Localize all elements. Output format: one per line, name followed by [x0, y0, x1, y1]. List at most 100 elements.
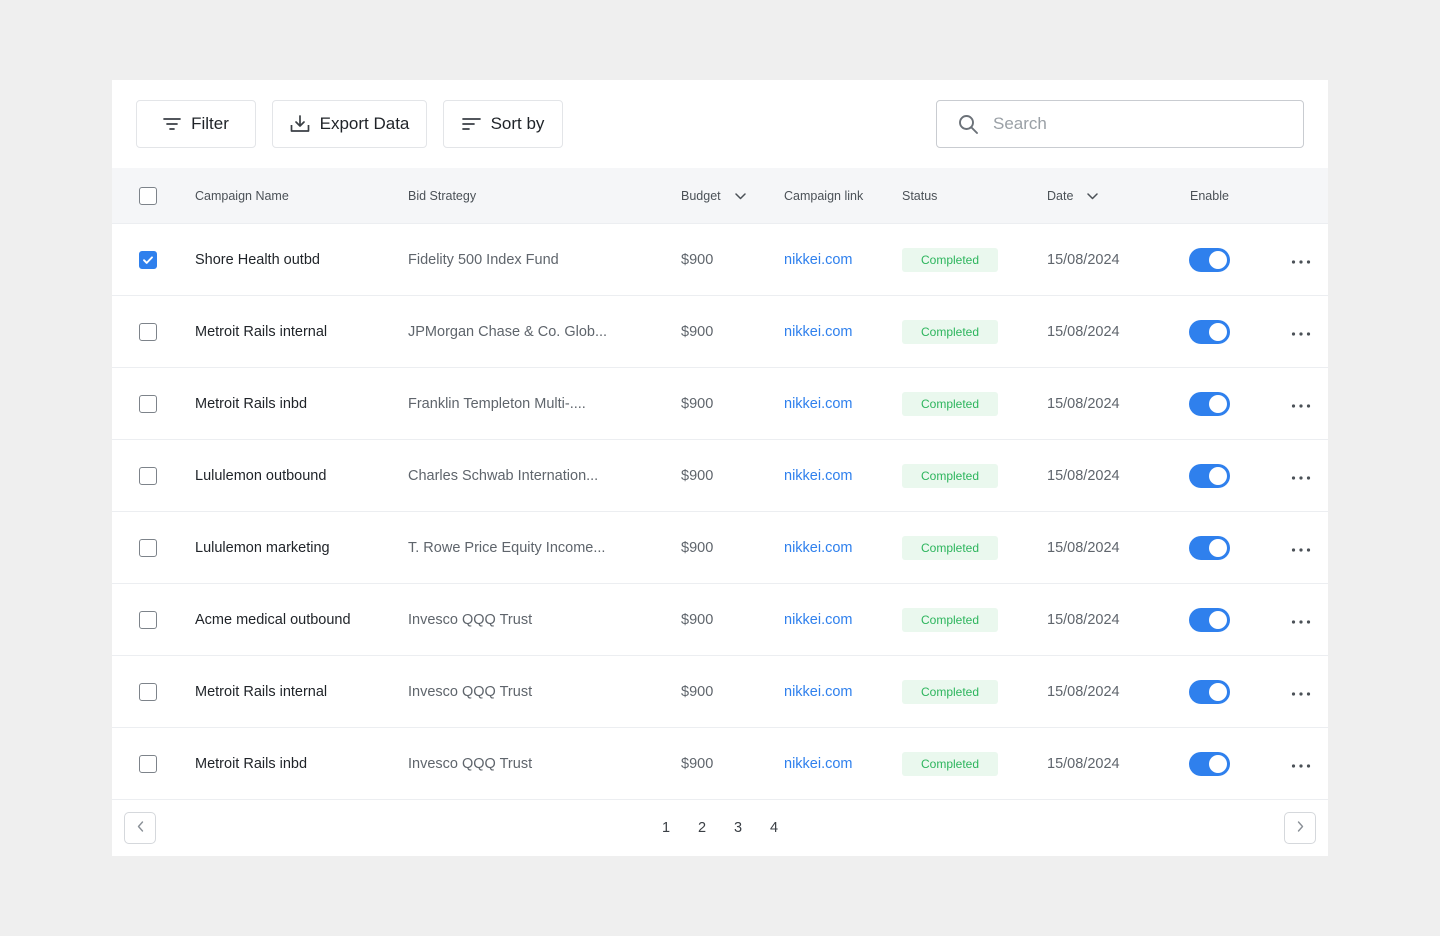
bid-strategy: Invesco QQQ Trust: [408, 756, 533, 772]
row-checkbox[interactable]: [139, 611, 157, 629]
row-checkbox[interactable]: [139, 323, 157, 341]
chevron-down-icon: [734, 189, 746, 203]
header-enable-label: Enable: [1190, 189, 1229, 203]
status-badge: Completed: [902, 752, 998, 776]
date-value: 15/08/2024: [1047, 252, 1120, 268]
campaign-link[interactable]: nikkei.com: [784, 684, 853, 700]
table-row: Shore Health outbd Fidelity 500 Index Fun…: [112, 224, 1328, 296]
page-number-2[interactable]: 2: [697, 820, 707, 836]
header-status-label: Status: [902, 189, 938, 203]
more-horizontal-icon: [1291, 251, 1311, 269]
campaign-table-card: Filter Export Data Sort by Campaign Name: [112, 80, 1328, 856]
campaign-name: Metroit Rails internal: [195, 324, 328, 340]
enable-toggle[interactable]: [1189, 464, 1230, 488]
enable-toggle[interactable]: [1189, 392, 1230, 416]
date-value: 15/08/2024: [1047, 324, 1120, 340]
table-row: Metroit Rails inbd Invesco QQQ Trust $900 n…: [112, 728, 1328, 800]
campaign-link[interactable]: nikkei.com: [784, 396, 853, 412]
header-date-sort[interactable]: Date: [1047, 168, 1099, 224]
status-badge: Completed: [902, 464, 998, 488]
enable-toggle[interactable]: [1189, 608, 1230, 632]
enable-toggle[interactable]: [1189, 680, 1230, 704]
date-value: 15/08/2024: [1047, 396, 1120, 412]
status-cell: Completed: [902, 512, 998, 584]
row-checkbox[interactable]: [139, 395, 157, 413]
bid-strategy: JPMorgan Chase & Co. Glob...: [408, 324, 608, 340]
more-horizontal-icon: [1291, 611, 1311, 629]
header-budget-sort[interactable]: Budget: [681, 168, 746, 224]
prev-page-button[interactable]: [124, 812, 156, 844]
row-actions-button[interactable]: [1288, 320, 1314, 344]
enable-toggle[interactable]: [1189, 752, 1230, 776]
filter-button[interactable]: Filter: [136, 100, 256, 148]
table-row: Lululemon outbound Charles Schwab Interna…: [112, 440, 1328, 512]
bid-strategy: T. Rowe Price Equity Income...: [408, 540, 606, 556]
status-cell: Completed: [902, 440, 998, 512]
campaign-link[interactable]: nikkei.com: [784, 756, 853, 772]
budget-value: $900: [681, 612, 714, 628]
filter-button-label: Filter: [191, 114, 229, 133]
bid-strategy: Invesco QQQ Trust: [408, 684, 533, 700]
table-row: Metroit Rails internal Invesco QQQ Trust $…: [112, 656, 1328, 728]
sort-icon: [461, 117, 481, 131]
campaign-link[interactable]: nikkei.com: [784, 468, 853, 484]
status-badge: Completed: [902, 392, 998, 416]
campaign-name: Lululemon outbound: [195, 468, 327, 484]
row-checkbox[interactable]: [139, 755, 157, 773]
table-row: Acme medical outbound Invesco QQQ Trust $9…: [112, 584, 1328, 656]
row-checkbox[interactable]: [139, 683, 157, 701]
page-number-4[interactable]: 4: [769, 820, 779, 836]
header-campaign-link: Campaign link: [784, 168, 863, 224]
more-horizontal-icon: [1291, 683, 1311, 701]
page-number-3[interactable]: 3: [733, 820, 743, 836]
export-data-button[interactable]: Export Data: [272, 100, 427, 148]
row-actions-button[interactable]: [1288, 392, 1314, 416]
search-input[interactable]: [993, 104, 1293, 144]
status-badge: Completed: [902, 536, 998, 560]
status-cell: Completed: [902, 368, 998, 440]
enable-toggle[interactable]: [1189, 248, 1230, 272]
status-badge: Completed: [902, 680, 998, 704]
campaign-link[interactable]: nikkei.com: [784, 540, 853, 556]
page-number-1[interactable]: 1: [661, 820, 671, 836]
campaign-link[interactable]: nikkei.com: [784, 612, 853, 628]
campaign-link[interactable]: nikkei.com: [784, 324, 853, 340]
header-status: Status: [902, 168, 937, 224]
date-value: 15/08/2024: [1047, 756, 1120, 772]
sort-by-button[interactable]: Sort by: [443, 100, 563, 148]
campaign-link[interactable]: nikkei.com: [784, 252, 853, 268]
table-row: Metroit Rails internal JPMorgan Chase & C…: [112, 296, 1328, 368]
row-actions-button[interactable]: [1288, 752, 1314, 776]
export-button-label: Export Data: [319, 114, 410, 133]
next-page-button[interactable]: [1284, 812, 1316, 844]
sort-button-label: Sort by: [490, 114, 545, 133]
row-actions-button[interactable]: [1288, 248, 1314, 272]
toggle-knob: [1209, 683, 1227, 701]
filter-icon: [163, 117, 181, 131]
budget-value: $900: [681, 252, 714, 268]
table-row: Lululemon marketing T. Rowe Price Equity …: [112, 512, 1328, 584]
campaign-name: Acme medical outbound: [195, 612, 351, 628]
status-cell: Completed: [902, 296, 998, 368]
download-icon: [290, 115, 310, 133]
row-actions-button[interactable]: [1288, 464, 1314, 488]
row-actions-button[interactable]: [1288, 608, 1314, 632]
toggle-knob: [1209, 467, 1227, 485]
select-all-checkbox[interactable]: [139, 187, 157, 205]
search-box: [936, 100, 1304, 148]
row-checkbox[interactable]: [139, 251, 157, 269]
header-date-label: Date: [1047, 189, 1074, 203]
status-badge: Completed: [902, 320, 998, 344]
row-checkbox[interactable]: [139, 539, 157, 557]
enable-toggle[interactable]: [1189, 320, 1230, 344]
campaign-name: Metroit Rails inbd: [195, 396, 308, 412]
row-actions-button[interactable]: [1288, 536, 1314, 560]
row-checkbox[interactable]: [139, 467, 157, 485]
enable-toggle[interactable]: [1189, 536, 1230, 560]
header-enable: Enable: [1190, 168, 1229, 224]
bid-strategy: Charles Schwab Internation...: [408, 468, 599, 484]
header-campaign-name: Campaign Name: [195, 168, 289, 224]
row-actions-button[interactable]: [1288, 680, 1314, 704]
pagination: 1 2 3 4: [112, 800, 1328, 856]
more-horizontal-icon: [1291, 395, 1311, 413]
